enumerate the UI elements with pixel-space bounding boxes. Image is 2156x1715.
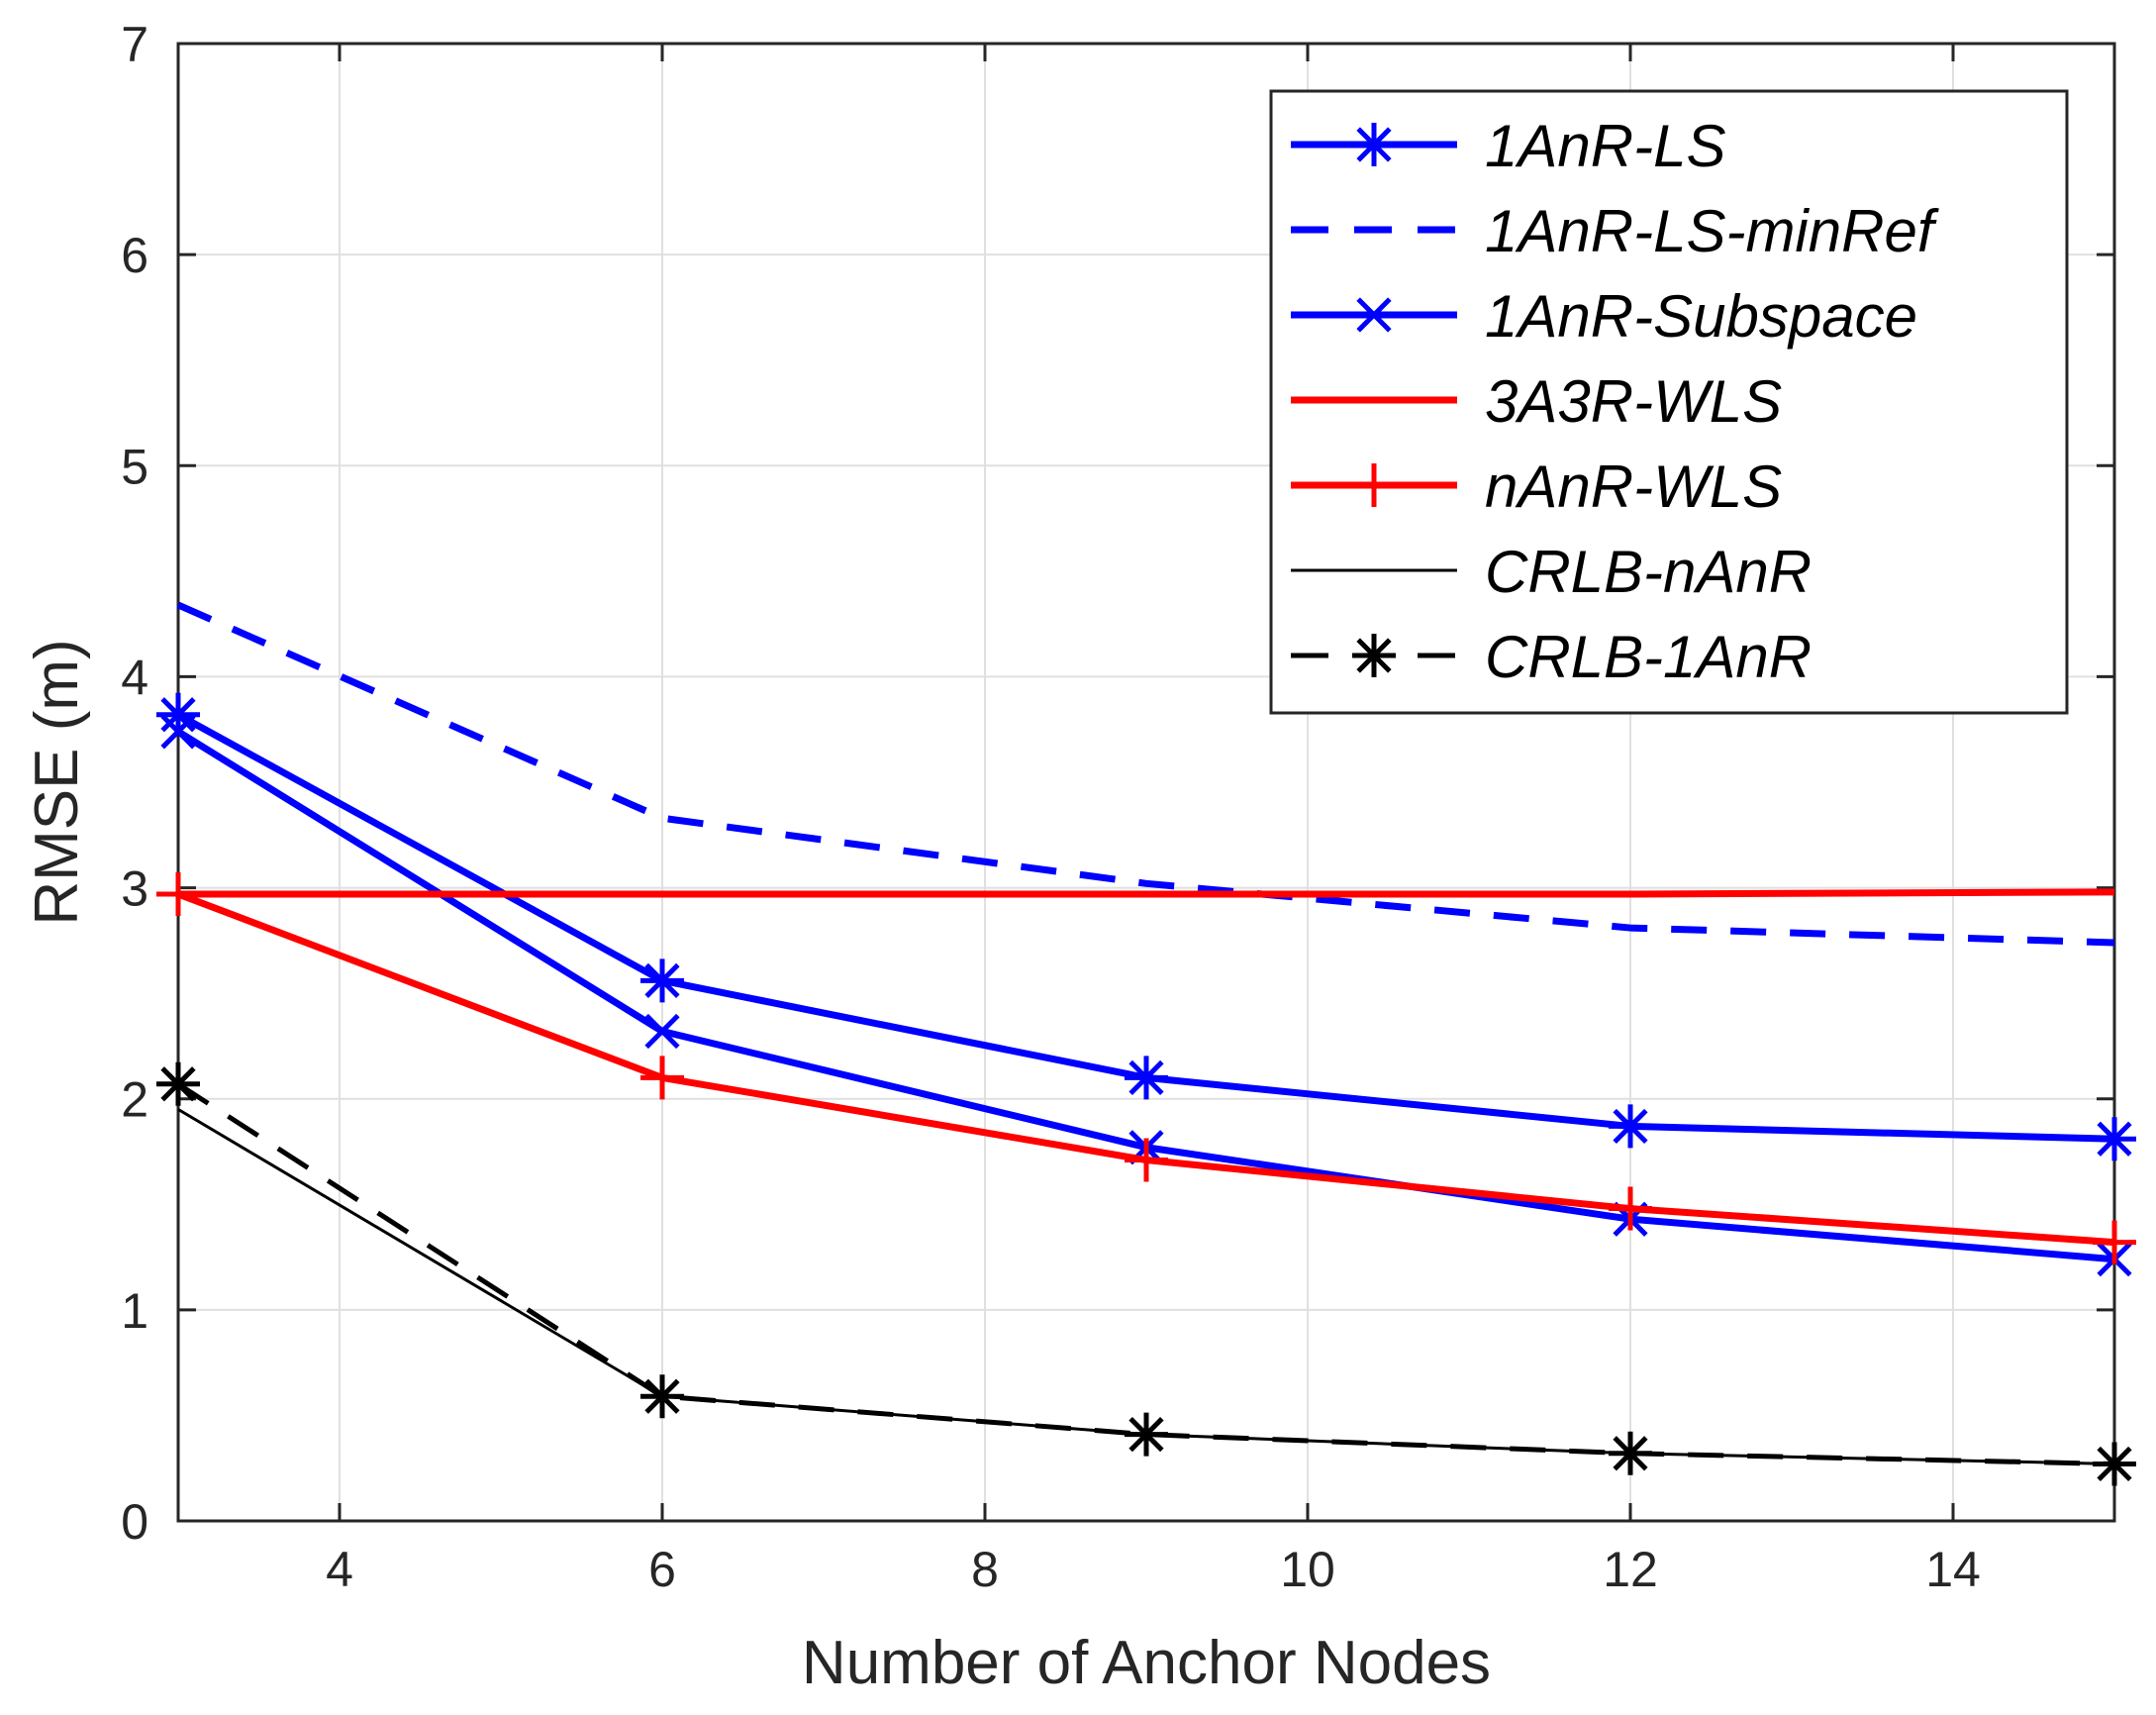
y-tick-label: 6 <box>121 228 148 283</box>
legend-label: 1AnR-LS-minRef <box>1485 198 1939 264</box>
x-tick-label: 8 <box>971 1542 999 1597</box>
legend-entry-1anr-subspace: 1AnR-Subspace <box>1291 283 1917 350</box>
legend-marker <box>1352 634 1396 677</box>
y-tick-label: 4 <box>121 650 148 705</box>
legend-entry-3a3r-wls: 3A3R-WLS <box>1291 368 1782 435</box>
series-3a3r-wls <box>178 888 2115 898</box>
y-tick-label: 7 <box>121 17 148 72</box>
legend-label: 1AnR-Subspace <box>1485 283 1917 350</box>
data-point-crlb-1anr <box>2093 1442 2136 1486</box>
data-point-crlb-1anr <box>156 1061 200 1106</box>
legend-entry-crlb-nanr: CRLB-nAnR <box>1291 539 1812 605</box>
x-tick-label: 4 <box>326 1542 353 1597</box>
data-point-nanr-wls <box>2093 1220 2136 1264</box>
legend-marker <box>1352 463 1396 507</box>
data-point-crlb-1anr <box>1125 1412 1168 1457</box>
data-point-1anr-ls <box>640 958 684 1003</box>
y-tick-label: 1 <box>121 1283 148 1339</box>
y-tick-label: 5 <box>121 439 148 494</box>
y-axis-label: RMSE (m) <box>23 639 91 925</box>
x-tick-label: 10 <box>1280 1542 1335 1597</box>
legend: 1AnR-LS 1AnR-LS-minRef 1AnR-Subspace 3A3R-W… <box>1269 89 2069 715</box>
series-crlb-1anr <box>156 1061 2136 1486</box>
x-tick-label: 12 <box>1603 1542 1658 1597</box>
data-point-1anr-subspace <box>160 714 196 750</box>
legend-entry-1anr-ls: 1AnR-LS <box>1291 113 1725 179</box>
data-point-1anr-subspace <box>644 1013 680 1050</box>
legend-entry-nanr-wls: nAnR-WLS <box>1291 454 1782 520</box>
series-line-crlb-1anr <box>176 1081 2115 1466</box>
legend-marker <box>1356 297 1392 333</box>
y-tick-label: 0 <box>121 1494 148 1550</box>
legend-label: CRLB-1AnR <box>1485 624 1812 690</box>
legend-label: 1AnR-LS <box>1485 113 1725 179</box>
series-line-1anr-ls-minref <box>176 601 2115 947</box>
data-point-nanr-wls <box>1125 1138 1168 1182</box>
series-1anr-ls-minref <box>176 601 2115 947</box>
data-point-crlb-1anr <box>1609 1431 1652 1475</box>
legend-entry-1anr-ls-minref: 1AnR-LS-minRef <box>1291 198 1939 264</box>
plot-area-border <box>176 42 2116 1523</box>
legend-entry-crlb-1anr: CRLB-1AnR <box>1291 624 1812 690</box>
series-group <box>156 601 2136 1486</box>
data-point-1anr-ls <box>1125 1056 1168 1100</box>
x-tick-label: 6 <box>648 1542 676 1597</box>
legend-label: 3A3R-WLS <box>1485 368 1782 435</box>
data-point-nanr-wls <box>1609 1186 1652 1231</box>
data-point-1anr-ls <box>1609 1104 1652 1149</box>
x-tick-label: 14 <box>1925 1542 1981 1597</box>
legend-marker <box>1352 123 1396 166</box>
data-point-crlb-1anr <box>640 1374 684 1419</box>
series-line-3a3r-wls <box>178 888 2115 898</box>
series-nanr-wls <box>156 871 2136 1264</box>
legend-label: nAnR-WLS <box>1485 454 1782 520</box>
y-tick-label: 2 <box>121 1072 148 1128</box>
data-point-1anr-ls <box>2093 1117 2136 1161</box>
data-point-nanr-wls <box>156 871 200 916</box>
x-axis-label: Number of Anchor Nodes <box>802 1629 1491 1697</box>
y-tick-label: 3 <box>121 861 148 917</box>
legend-label: CRLB-nAnR <box>1485 539 1812 605</box>
data-point-nanr-wls <box>640 1056 684 1100</box>
